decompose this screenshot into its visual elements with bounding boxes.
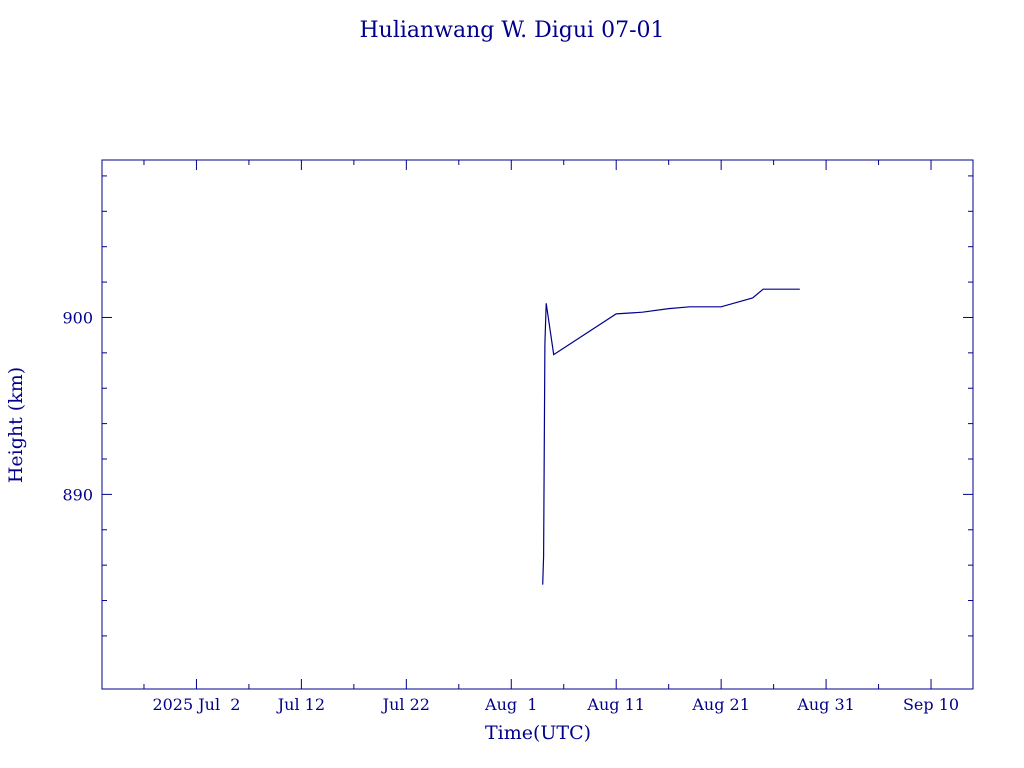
y-tick-label: 890 xyxy=(62,485,93,504)
x-tick-label: Aug 21 xyxy=(691,695,750,714)
x-tick-label: Aug 1 xyxy=(484,695,537,714)
y-tick-label: 900 xyxy=(62,308,93,327)
x-tick-label: Aug 31 xyxy=(796,695,855,714)
y-axis-ticks: 890 900 xyxy=(62,175,973,637)
x-tick-label: Jul 12 xyxy=(276,695,325,714)
series-line xyxy=(542,288,800,585)
series-layer xyxy=(542,288,800,585)
x-tick-label: Aug 11 xyxy=(586,695,645,714)
x-axis-ticks: 2025 Jul 2 Jul 12 Jul 22 Aug 1 Aug 11 Aug 21 A… xyxy=(143,160,959,714)
x-tick-label: Sep 10 xyxy=(903,695,959,714)
x-axis-label: Time(UTC) xyxy=(485,722,591,744)
x-tick-label: 2025 Jul 2 xyxy=(152,695,240,714)
chart-title: Hulianwang W. Digui 07-01 xyxy=(359,18,664,43)
plot-frame xyxy=(101,159,974,690)
x-tick-label: Jul 22 xyxy=(381,695,430,714)
y-axis-label: Height (km) xyxy=(5,367,27,483)
